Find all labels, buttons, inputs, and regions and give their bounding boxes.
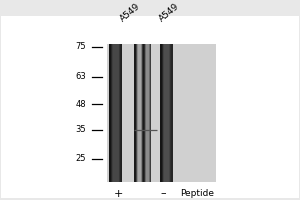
Text: –: – bbox=[160, 189, 166, 199]
Bar bbox=[107, 44, 216, 182]
Text: 75: 75 bbox=[75, 42, 86, 51]
Text: 25: 25 bbox=[75, 154, 86, 163]
Text: A549: A549 bbox=[158, 2, 181, 24]
Text: 35: 35 bbox=[75, 125, 86, 134]
Text: 63: 63 bbox=[75, 72, 86, 81]
Text: +: + bbox=[114, 189, 123, 199]
Text: 48: 48 bbox=[75, 100, 86, 109]
Text: A549: A549 bbox=[119, 2, 142, 24]
Text: Peptide: Peptide bbox=[180, 189, 214, 198]
